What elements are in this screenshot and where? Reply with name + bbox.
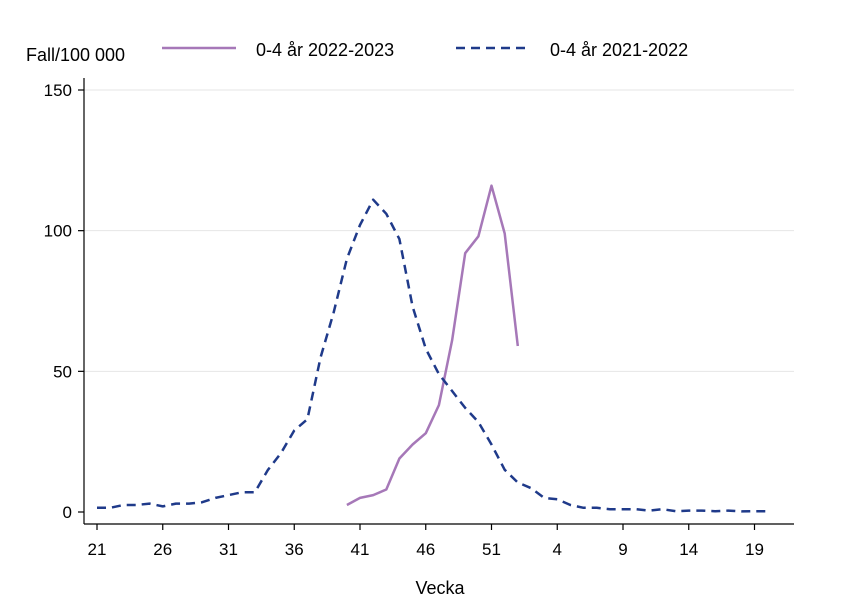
- x-tick-label-21: 21: [88, 540, 107, 559]
- legend-label-series-1: 0-4 år 2021-2022: [550, 40, 688, 60]
- legend: Fall/100 000 0-4 år 2022-2023 0-4 år 202…: [26, 40, 688, 65]
- x-tick-label-19: 19: [745, 540, 764, 559]
- x-tick-label-9: 9: [618, 540, 627, 559]
- x-tick-label-51: 51: [482, 540, 501, 559]
- legend-label-series-0: 0-4 år 2022-2023: [256, 40, 394, 60]
- x-tick-label-36: 36: [285, 540, 304, 559]
- x-axis-title: Vecka: [415, 578, 465, 598]
- series-layer: [97, 184, 768, 513]
- x-tick-label-41: 41: [351, 540, 370, 559]
- series-line-1: [97, 198, 768, 513]
- axes: 0 50 100 150 21 26 31 36 41 46 51 4 9 14 19: [44, 78, 794, 559]
- y-tick-label-0: 0: [63, 503, 72, 522]
- x-tick-label-26: 26: [153, 540, 172, 559]
- gridlines: [84, 89, 794, 372]
- x-tick-label-4: 4: [553, 540, 562, 559]
- y-tick-label-100: 100: [44, 222, 72, 241]
- y-tick-label-50: 50: [53, 362, 72, 381]
- y-tick-label-150: 150: [44, 81, 72, 100]
- series-line-0: [346, 184, 520, 507]
- x-tick-label-31: 31: [219, 540, 238, 559]
- x-tick-label-46: 46: [416, 540, 435, 559]
- y-axis-title: Fall/100 000: [26, 45, 125, 65]
- x-tick-label-14: 14: [679, 540, 698, 559]
